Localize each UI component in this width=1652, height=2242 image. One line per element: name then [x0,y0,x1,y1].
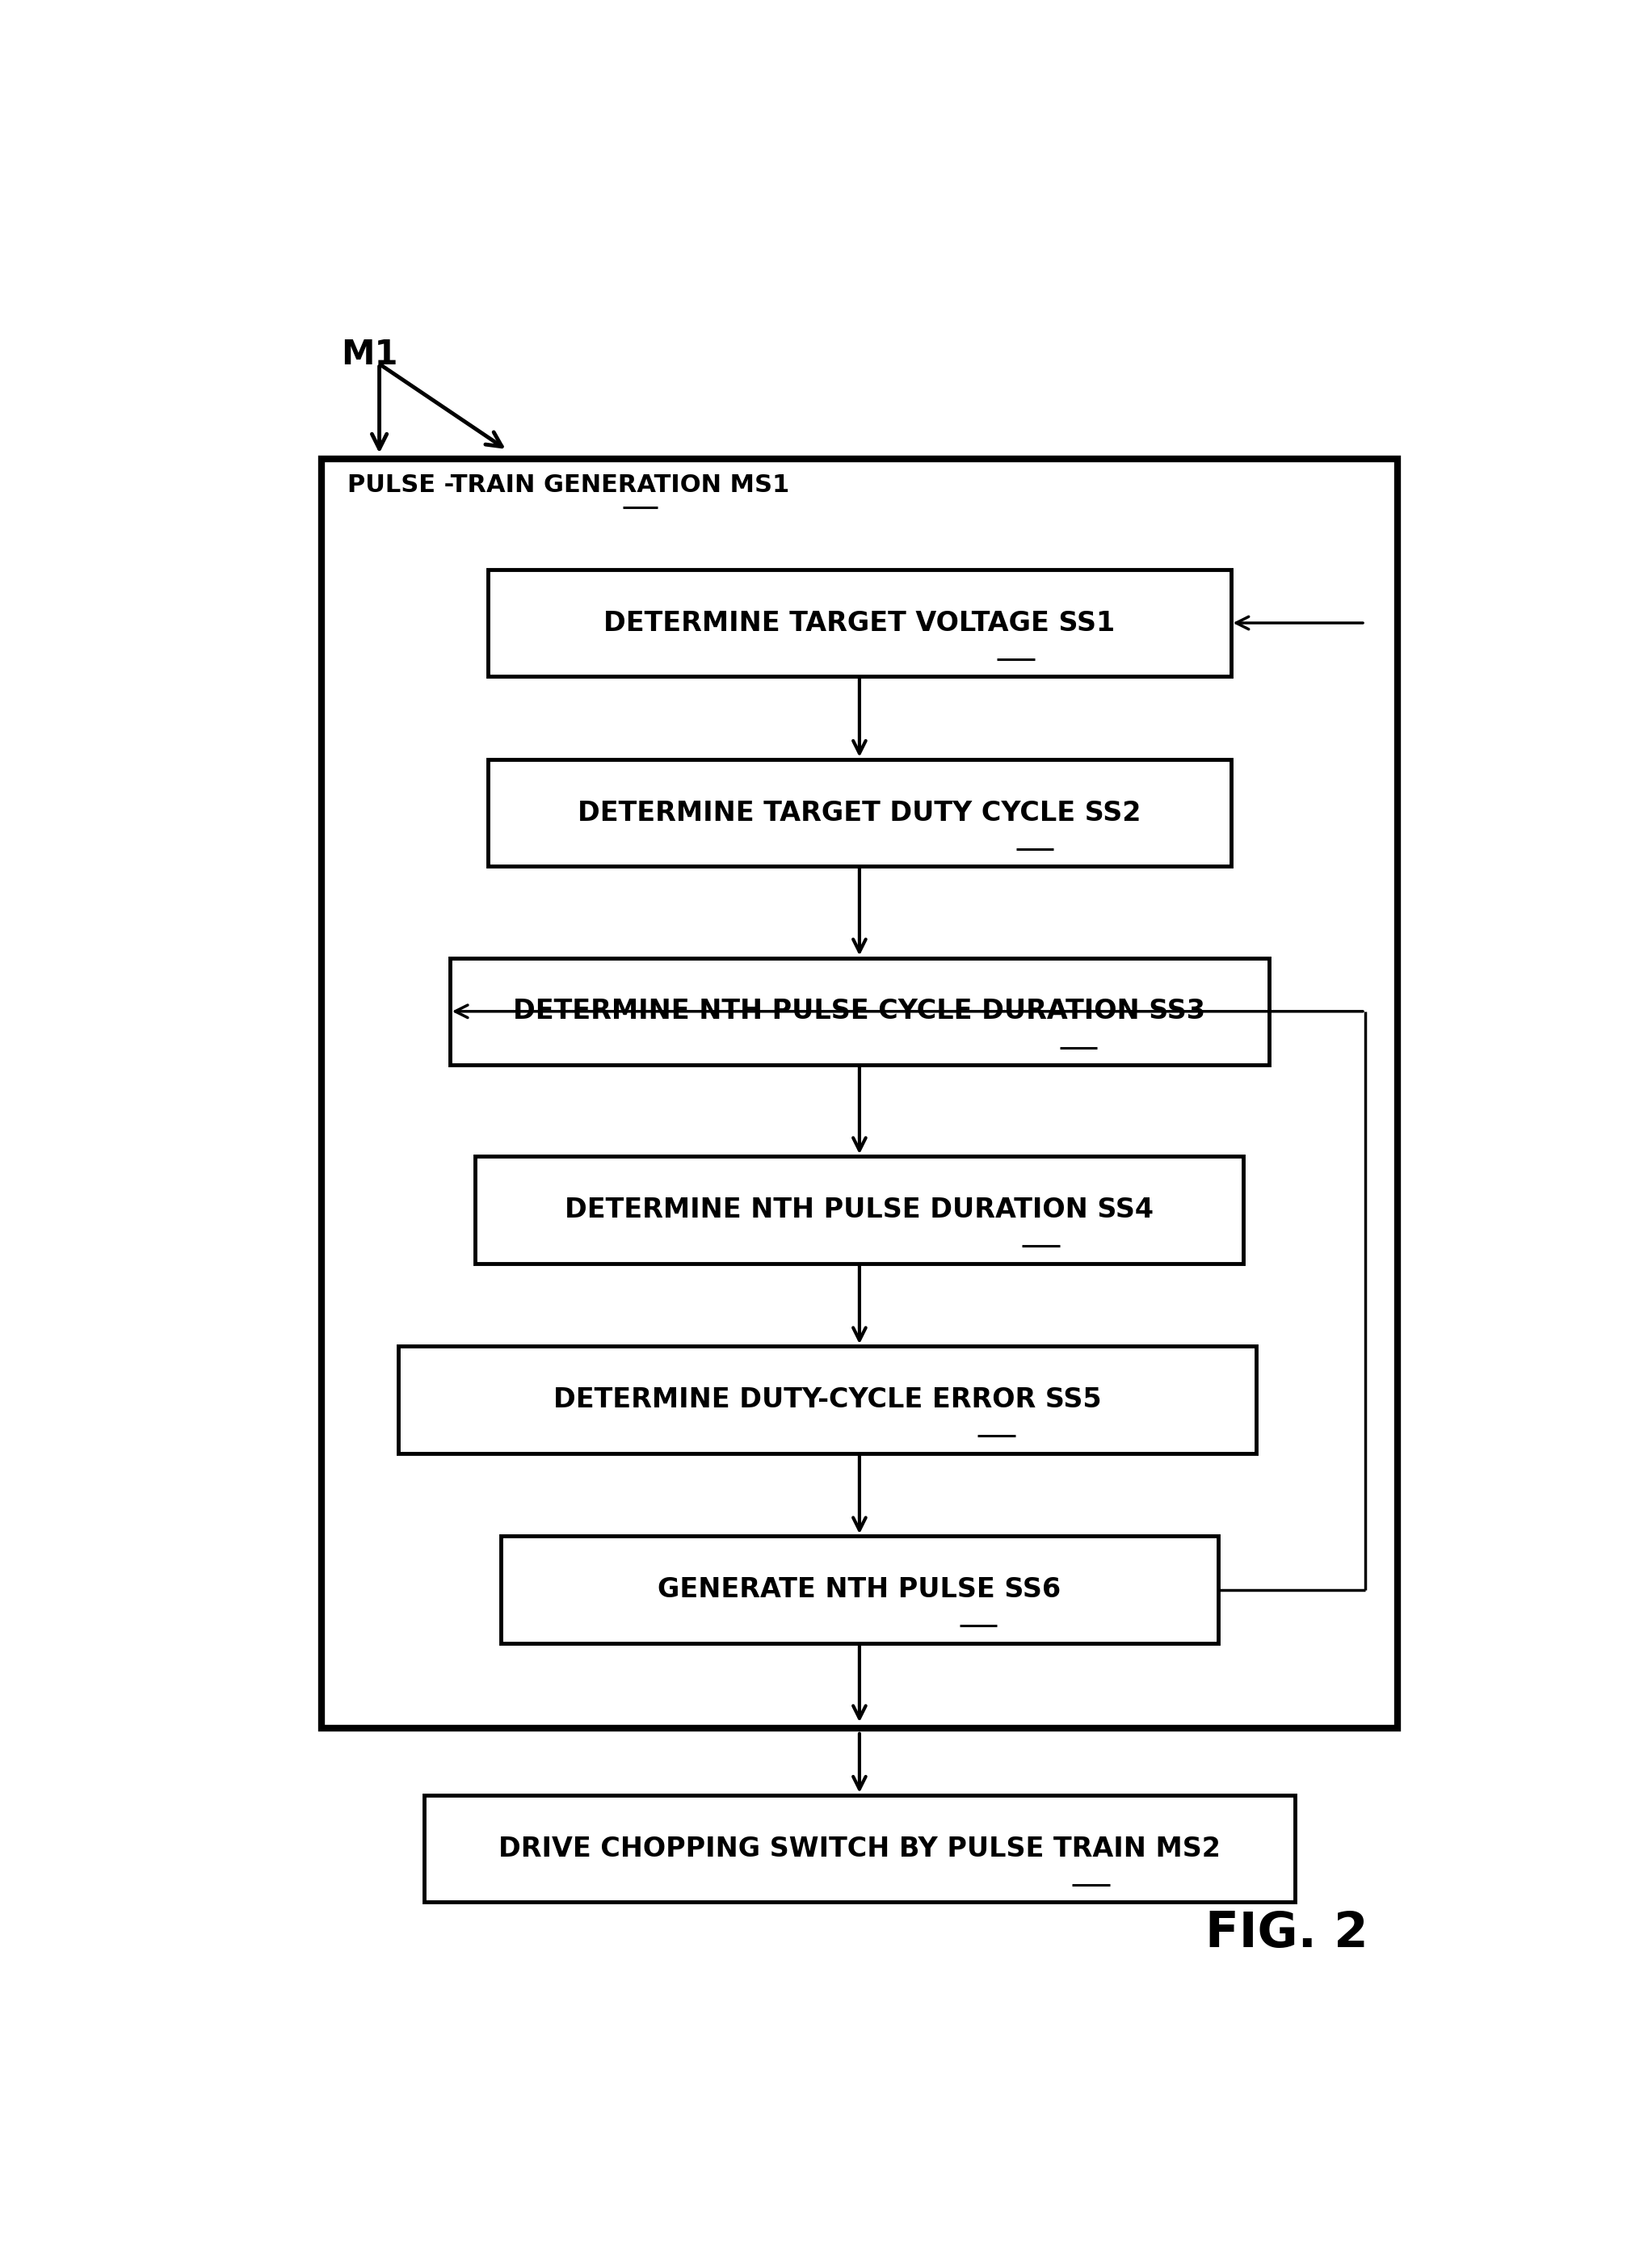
Text: DETERMINE NTH PULSE DURATION SS4: DETERMINE NTH PULSE DURATION SS4 [565,1197,1153,1224]
Bar [322,460,1398,1729]
Text: FIG. 2: FIG. 2 [1204,1910,1368,1957]
Bar [501,1536,1218,1643]
Bar [449,957,1269,1065]
Bar [476,1157,1244,1264]
Text: DRIVE CHOPPING SWITCH BY PULSE TRAIN MS2: DRIVE CHOPPING SWITCH BY PULSE TRAIN MS2 [499,1836,1221,1861]
Bar [425,1796,1295,1901]
Text: DETERMINE TARGET VOLTAGE SS1: DETERMINE TARGET VOLTAGE SS1 [603,610,1115,637]
Bar [489,569,1231,677]
Text: DETERMINE DUTY-CYCLE ERROR SS5: DETERMINE DUTY-CYCLE ERROR SS5 [553,1386,1102,1412]
Text: DETERMINE NTH PULSE CYCLE DURATION SS3: DETERMINE NTH PULSE CYCLE DURATION SS3 [514,998,1206,1025]
Text: M1: M1 [340,339,398,372]
Bar [489,760,1231,865]
Text: DETERMINE TARGET DUTY CYCLE SS2: DETERMINE TARGET DUTY CYCLE SS2 [578,800,1142,825]
Text: PULSE -TRAIN GENERATION MS1: PULSE -TRAIN GENERATION MS1 [347,473,790,495]
Bar [398,1345,1257,1453]
Text: GENERATE NTH PULSE SS6: GENERATE NTH PULSE SS6 [657,1576,1061,1603]
